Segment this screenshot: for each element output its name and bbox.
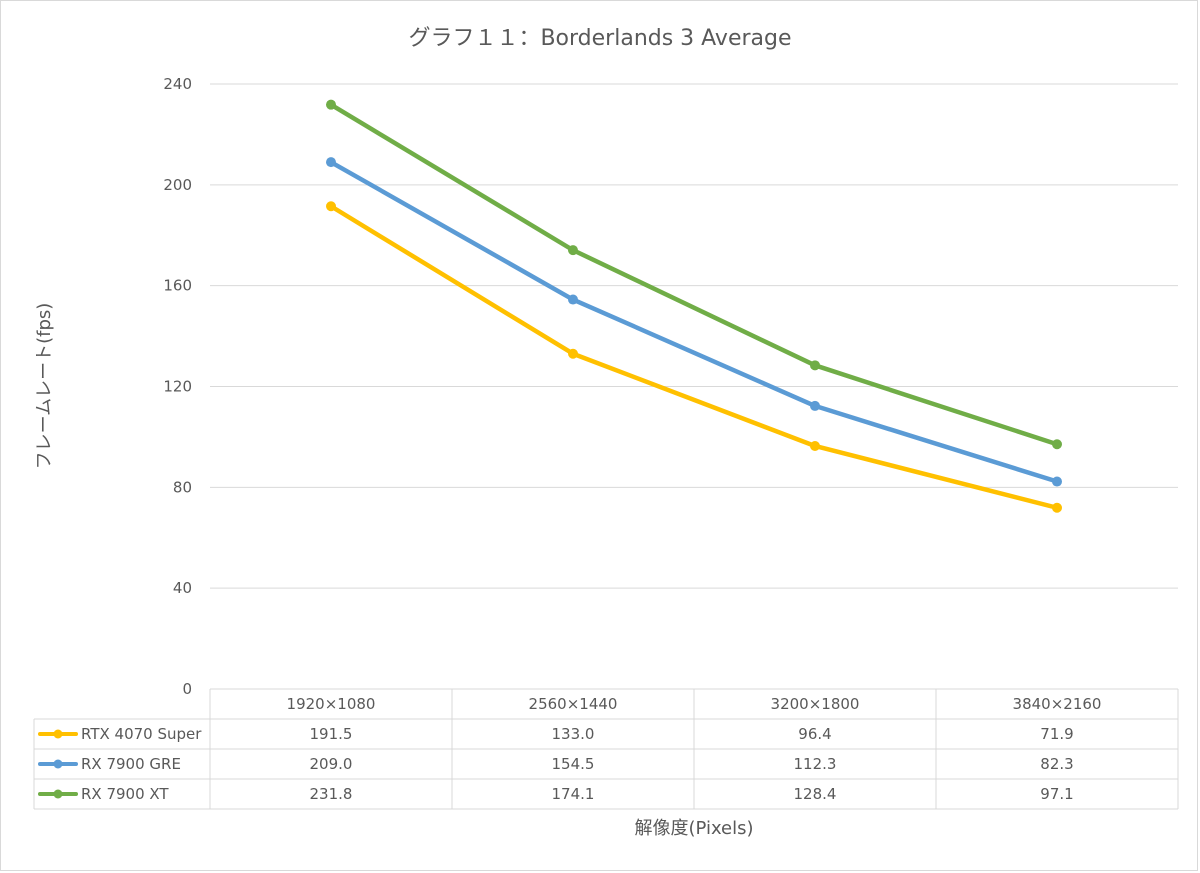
y-tick-label: 0 (182, 680, 192, 698)
y-tick-label: 240 (163, 75, 192, 93)
data-label: 128.4 (794, 785, 837, 803)
x-category-label: 1920×1080 (287, 695, 376, 713)
data-point (1052, 439, 1062, 450)
data-point (1052, 476, 1062, 487)
data-point (326, 201, 336, 212)
data-point (1052, 502, 1062, 513)
series-line (328, 204, 1060, 511)
x-category-label: 3200×1800 (771, 695, 860, 713)
y-tick-label: 200 (163, 176, 192, 194)
data-label: 154.5 (552, 755, 595, 773)
data-point (568, 294, 578, 305)
series-lines (326, 99, 1062, 513)
legend-swatch-marker (53, 789, 63, 799)
data-label: 191.5 (310, 725, 353, 743)
legend-swatch-marker (53, 729, 63, 739)
data-label: 231.8 (310, 785, 353, 803)
data-label: 97.1 (1040, 785, 1073, 803)
y-tick-label: 160 (163, 277, 192, 295)
data-point (568, 245, 578, 256)
data-label: 96.4 (798, 725, 831, 743)
data-point (810, 400, 820, 411)
y-tick-label: 120 (163, 378, 192, 396)
data-label: 82.3 (1040, 755, 1073, 773)
data-point (810, 360, 820, 371)
y-tick-label: 40 (173, 579, 192, 597)
data-point (326, 99, 336, 110)
series-line (328, 159, 1060, 484)
x-category-label: 2560×1440 (529, 695, 618, 713)
gridlines (210, 83, 1178, 589)
data-label: 133.0 (552, 725, 595, 743)
data-label: 174.1 (552, 785, 595, 803)
data-label: 112.3 (794, 755, 837, 773)
series-line (328, 102, 1060, 447)
chart-title: グラフ１１：Borderlands 3 Average (408, 26, 791, 51)
data-label: 209.0 (310, 755, 353, 773)
legend-label: RTX 4070 Super (81, 725, 202, 743)
data-point (568, 348, 578, 359)
legend-swatch-marker (53, 759, 63, 769)
x-category-label: 3840×2160 (1013, 695, 1102, 713)
data-point (810, 440, 820, 451)
legend-label: RX 7900 GRE (81, 755, 181, 773)
data-point (326, 157, 336, 168)
data-label: 71.9 (1040, 725, 1073, 743)
legend-label: RX 7900 XT (81, 785, 169, 803)
y-tick-label: 80 (173, 478, 192, 496)
x-axis-title: 解像度(Pixels) (634, 818, 753, 839)
y-axis-title: フレームレート(fps) (34, 303, 55, 470)
y-axis-ticks: 0 40 80 120 160 200 240 (163, 75, 192, 698)
data-table: 1920×1080 2560×1440 3200×1800 3840×2160 RTX … (33, 688, 1179, 810)
